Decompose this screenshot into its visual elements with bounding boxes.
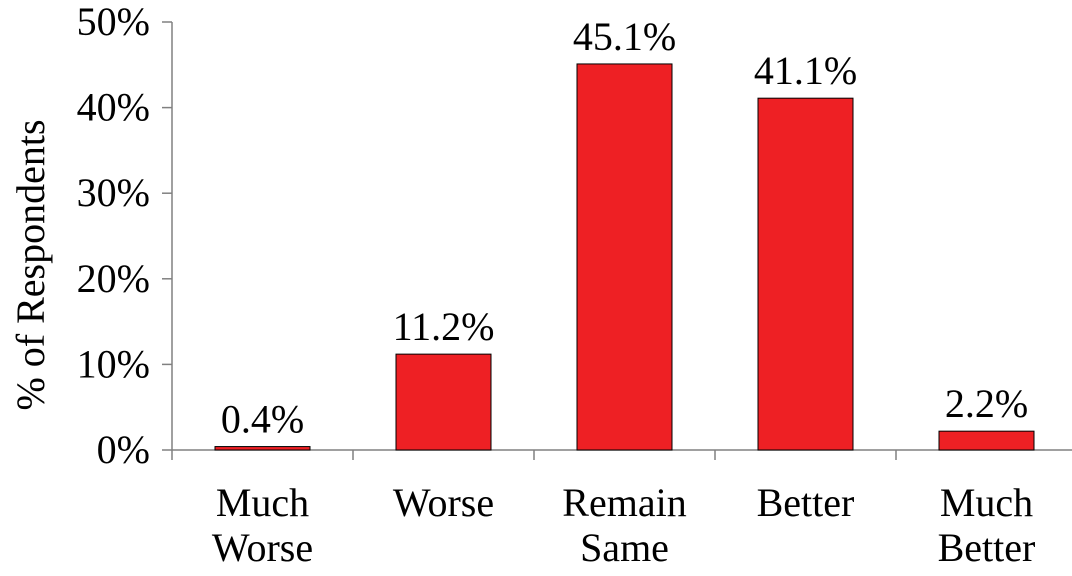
bar [576, 63, 673, 451]
data-label: 41.1% [754, 48, 857, 93]
bar [214, 446, 311, 451]
y-axis-label: % of Respondents [8, 119, 53, 410]
data-label: 11.2% [393, 304, 495, 349]
x-tick-label-line: Much [940, 480, 1033, 525]
x-tick-label-line: Better [757, 480, 855, 525]
data-labels: 0.4% 11.2% 45.1% 41.1% 2.2% [221, 14, 1028, 442]
bars [214, 63, 1035, 451]
x-tick-label: Much Worse [212, 480, 313, 570]
x-tick-label-line: Worse [212, 525, 313, 570]
x-tick-label: Remain Same [562, 480, 686, 570]
y-tick-label: 10% [77, 341, 150, 386]
bar [395, 353, 492, 451]
data-label: 2.2% [945, 381, 1028, 426]
x-tick-label-line: Much [216, 480, 309, 525]
x-tick-label: Much Better [938, 480, 1036, 570]
y-tick-label: 40% [77, 85, 150, 130]
x-tick-label-line: Remain [562, 480, 686, 525]
x-tick-label-line: Same [580, 525, 669, 570]
y-tick-label: 20% [77, 256, 150, 301]
y-axis-ticks: 0% 10% 20% 30% 40% 50% [77, 0, 172, 472]
bar [938, 430, 1035, 451]
y-tick-label: 0% [97, 427, 150, 472]
bar [757, 97, 854, 451]
data-label: 0.4% [221, 397, 304, 442]
data-label: 45.1% [573, 14, 676, 59]
y-axis-label-group: % of Respondents [8, 119, 53, 410]
x-tick-label: Worse [393, 480, 494, 525]
x-tick-label: Better [757, 480, 855, 525]
x-tick-label-line: Better [938, 525, 1036, 570]
y-tick-label: 30% [77, 170, 150, 215]
y-tick-label: 50% [77, 0, 150, 44]
x-tick-label-line: Worse [393, 480, 494, 525]
